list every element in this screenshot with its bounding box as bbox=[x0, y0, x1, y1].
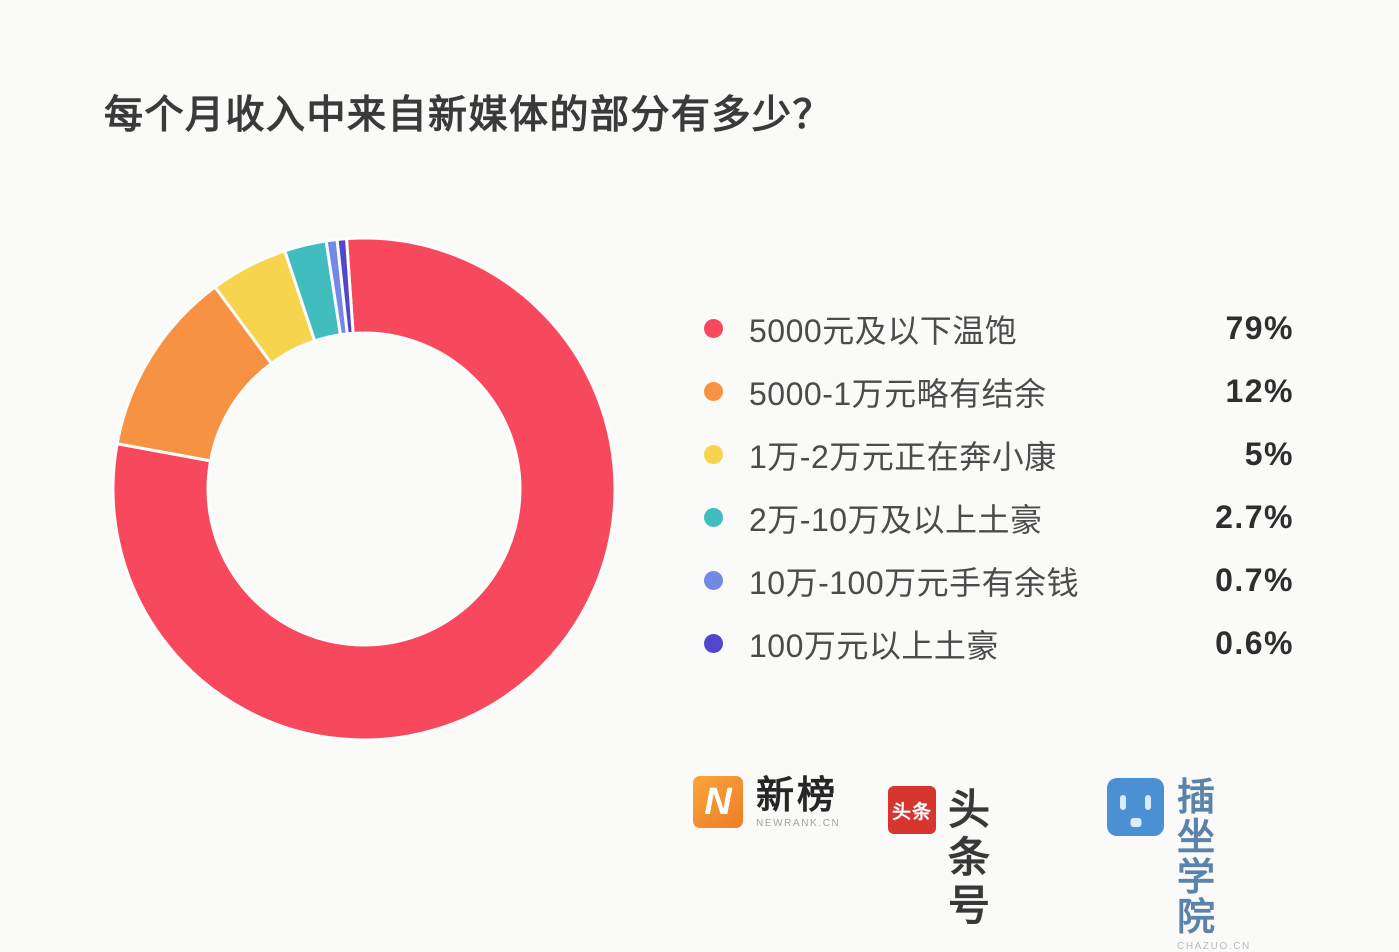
legend-swatch bbox=[704, 382, 723, 401]
legend-label: 5000元及以下温饱 bbox=[749, 312, 1018, 349]
toutiao-logo: 头条 头条号 bbox=[888, 786, 992, 930]
legend-value: 5% bbox=[1244, 436, 1294, 472]
donut-slice bbox=[111, 236, 617, 742]
legend-swatch bbox=[704, 571, 723, 590]
toutiao-logo-icon: 头条 bbox=[888, 786, 936, 834]
chazuo-logo-text: 插坐学院 bbox=[1177, 777, 1218, 939]
legend-swatch bbox=[704, 445, 723, 464]
donut-chart bbox=[111, 236, 617, 742]
infographic: 每个月收入中来自新媒体的部分有多少？ 5000元及以下温饱 79% 5000-1万元… bbox=[104, 94, 1294, 952]
legend-item: 100万元以上土豪 0.6% bbox=[704, 612, 1294, 675]
legend-label: 1万-2万元正在奔小康 bbox=[749, 438, 1057, 475]
newrank-logo-subtext: NEWRANK.CN bbox=[756, 818, 841, 829]
legend-item: 1万-2万元正在奔小康 5% bbox=[704, 423, 1294, 486]
legend-value: 0.6% bbox=[1215, 625, 1294, 661]
legend-item: 5000元及以下温饱 79% bbox=[704, 297, 1294, 360]
chazuo-logo-subtext: CHAZUO.CN bbox=[1177, 941, 1251, 952]
legend-swatch bbox=[704, 508, 723, 527]
legend-label: 100万元以上土豪 bbox=[749, 627, 999, 664]
legend-label: 10万-100万元手有余钱 bbox=[749, 564, 1080, 601]
legend-label: 5000-1万元略有结余 bbox=[749, 375, 1047, 412]
chazuo-logo: 插坐学院 CHAZUO.CN bbox=[1107, 778, 1251, 952]
newrank-logo-icon: N bbox=[693, 776, 743, 828]
legend-value: 2.7% bbox=[1215, 499, 1294, 535]
legend-swatch bbox=[704, 319, 723, 338]
page-title: 每个月收入中来自新媒体的部分有多少？ bbox=[104, 94, 834, 137]
legend-item: 10万-100万元手有余钱 0.7% bbox=[704, 549, 1294, 612]
robot-eye-icon bbox=[1120, 795, 1126, 810]
newrank-logo: N 新榜 NEWRANK.CN bbox=[693, 776, 840, 829]
chart-legend: 5000元及以下温饱 79% 5000-1万元略有结余 12% 1万-2万元正在奔小康 5… bbox=[704, 297, 1294, 675]
legend-item: 5000-1万元略有结余 12% bbox=[704, 360, 1294, 423]
toutiao-logo-text: 头条号 bbox=[948, 786, 993, 929]
robot-mouth-icon bbox=[1130, 818, 1141, 827]
legend-value: 79% bbox=[1225, 310, 1294, 346]
legend-value: 12% bbox=[1225, 373, 1294, 409]
robot-eye-icon bbox=[1145, 795, 1151, 810]
legend-item: 2万-10万及以上土豪 2.7% bbox=[704, 486, 1294, 549]
donut-slice bbox=[335, 237, 355, 336]
legend-value: 0.7% bbox=[1215, 562, 1294, 598]
legend-label: 2万-10万及以上土豪 bbox=[749, 501, 1043, 538]
newrank-logo-text: 新榜 bbox=[756, 775, 839, 817]
chazuo-robot-icon bbox=[1107, 778, 1164, 836]
legend-swatch bbox=[704, 634, 723, 653]
